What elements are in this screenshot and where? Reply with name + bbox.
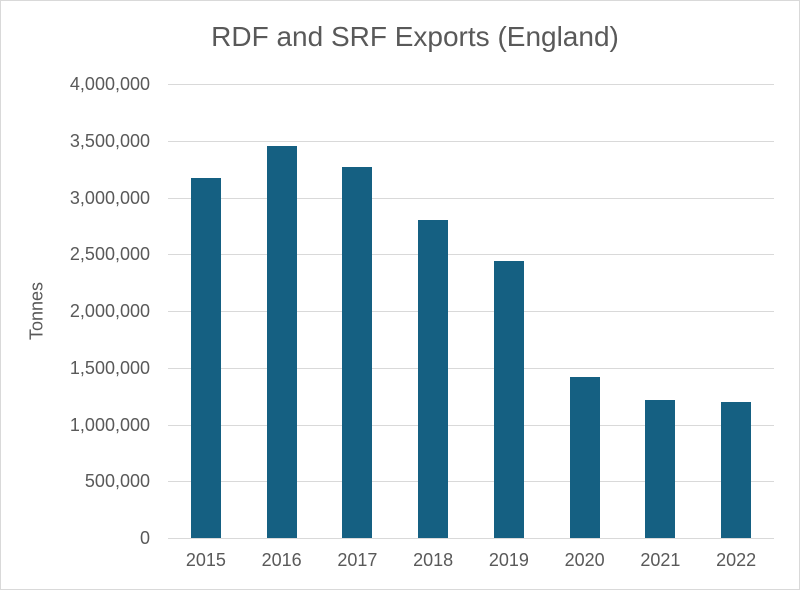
bar-slot-2015 [168, 84, 244, 538]
bar-2021 [645, 399, 676, 538]
y-tick-label: 2,000,000 [69, 301, 150, 321]
bar-2020 [569, 376, 600, 538]
x-tick-label-2018: 2018 [413, 550, 454, 570]
plot-area [168, 84, 774, 539]
bar-2017 [342, 166, 373, 538]
gridline [168, 424, 774, 426]
x-tick-label-2020: 2020 [564, 550, 605, 570]
x-tick-label-2021: 2021 [640, 550, 681, 570]
y-tick-label: 500,000 [84, 471, 150, 492]
bar-slot-2016 [244, 84, 320, 538]
gridline [168, 197, 774, 199]
bar-slot-2019 [471, 84, 547, 538]
bar-2022 [721, 401, 752, 538]
bar-slot-2020 [547, 84, 623, 538]
bar-2018 [418, 220, 449, 538]
bar-slot-2022 [698, 84, 774, 538]
y-tick-label: 3,000,000 [69, 187, 150, 208]
x-tick-label-2015: 2015 [185, 550, 226, 570]
bar-series [168, 84, 774, 538]
y-tick-label: 4,000,000 [69, 74, 150, 94]
bar-2016 [266, 146, 297, 538]
y-tick-label: 3,500,000 [69, 130, 150, 151]
bar-slot-2018 [395, 84, 471, 538]
bar-slot-2017 [320, 84, 396, 538]
gridline [168, 538, 774, 539]
gridline [168, 84, 774, 85]
gridline [168, 367, 774, 369]
x-tick-label-2019: 2019 [488, 550, 529, 570]
gridline [168, 254, 774, 256]
x-axis-tick-labels: 2015 2016 2017 2018 2019 2020 2021 2022 [168, 550, 774, 571]
gridline [168, 311, 774, 312]
chart-title: RDF and SRF Exports (England) [211, 21, 619, 52]
bar-2015 [190, 178, 221, 538]
y-tick-label: 1,000,000 [69, 414, 150, 435]
bar-slot-2021 [623, 84, 699, 538]
y-tick-label: 0 [139, 528, 150, 548]
bar-2019 [493, 261, 524, 538]
y-tick-label: 1,500,000 [69, 357, 150, 378]
gridline [168, 481, 774, 483]
x-tick-label-2017: 2017 [337, 550, 378, 570]
y-tick-label: 2,500,000 [69, 244, 150, 265]
x-tick-label-2022: 2022 [716, 550, 757, 570]
gridline [168, 140, 774, 142]
x-tick-label-2016: 2016 [261, 550, 302, 570]
